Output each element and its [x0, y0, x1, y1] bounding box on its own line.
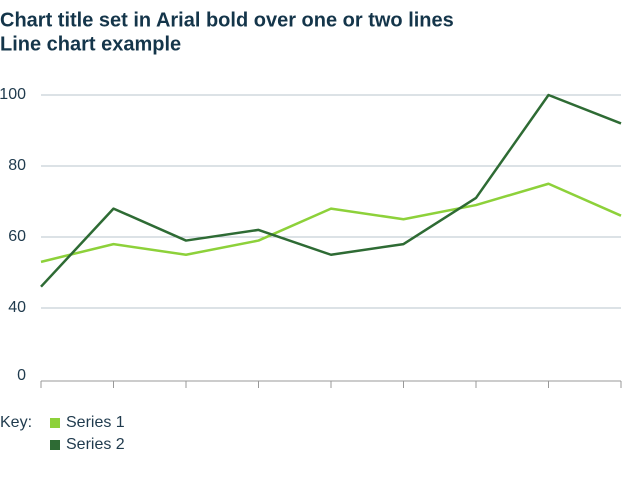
chart-subtitle: Line chart example	[0, 33, 181, 55]
y-tick-label: 0	[17, 367, 26, 384]
series-line	[40, 93, 622, 288]
legend-swatch	[50, 440, 60, 450]
legend-label: Series 2	[66, 436, 125, 453]
legend-swatch	[50, 418, 60, 428]
legend-label: Series 1	[66, 414, 125, 431]
series-line	[40, 182, 622, 264]
chart-title: Chart title set in Arial bold over one o…	[0, 9, 454, 31]
y-tick-label: 60	[8, 228, 26, 245]
y-tick-label: 40	[8, 299, 26, 316]
y-tick-label: 80	[8, 157, 26, 174]
y-tick-label: 100	[0, 86, 26, 103]
legend-title: Key:	[0, 414, 32, 431]
